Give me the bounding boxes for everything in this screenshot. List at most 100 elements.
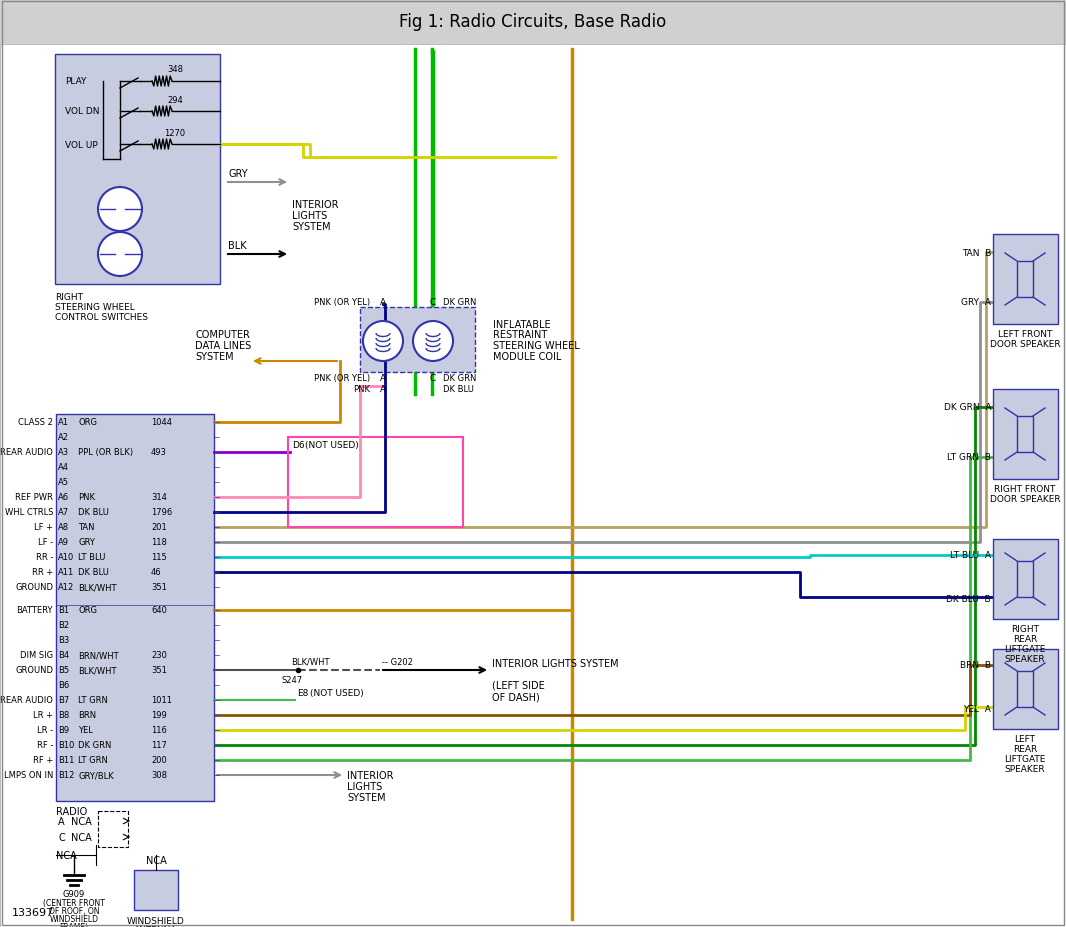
Text: PLAY: PLAY bbox=[65, 78, 86, 86]
Text: INFLATABLE: INFLATABLE bbox=[492, 320, 551, 330]
Bar bbox=[98, 811, 128, 847]
Text: -- G202: -- G202 bbox=[382, 657, 413, 667]
Circle shape bbox=[413, 322, 453, 362]
Text: REF PWR: REF PWR bbox=[15, 493, 53, 502]
Bar bbox=[0, 0, 1066, 44]
Text: RF -: RF - bbox=[36, 741, 53, 750]
Text: DK BLU: DK BLU bbox=[443, 385, 474, 394]
Text: CLASS 2: CLASS 2 bbox=[18, 418, 53, 427]
Text: 493: 493 bbox=[151, 448, 167, 457]
Text: GRY: GRY bbox=[228, 169, 247, 179]
Text: SYSTEM: SYSTEM bbox=[195, 351, 233, 362]
Text: PNK (OR YEL): PNK (OR YEL) bbox=[313, 374, 370, 383]
Text: 640: 640 bbox=[151, 606, 167, 615]
Text: G909: G909 bbox=[63, 889, 85, 898]
Text: DATA LINES: DATA LINES bbox=[195, 340, 252, 350]
Text: 1044: 1044 bbox=[151, 418, 172, 427]
Text: OF ROOF, ON: OF ROOF, ON bbox=[49, 906, 99, 915]
Text: A6: A6 bbox=[58, 493, 69, 502]
Text: B12: B12 bbox=[58, 770, 75, 780]
Text: 230: 230 bbox=[151, 651, 167, 660]
Text: INTERIOR: INTERIOR bbox=[292, 200, 339, 210]
Text: C: C bbox=[430, 298, 436, 307]
Text: DK BLU  B: DK BLU B bbox=[947, 595, 991, 603]
Text: A7: A7 bbox=[58, 508, 69, 517]
Text: A4: A4 bbox=[58, 463, 69, 472]
Bar bbox=[56, 414, 214, 801]
Text: B9: B9 bbox=[58, 726, 69, 735]
Text: WINDSHIELD: WINDSHIELD bbox=[127, 916, 184, 925]
Bar bbox=[55, 55, 220, 285]
Text: B3: B3 bbox=[58, 636, 69, 645]
Text: YEL  A: YEL A bbox=[963, 705, 991, 714]
Text: LIFTGATE: LIFTGATE bbox=[1004, 755, 1046, 763]
Text: 133697: 133697 bbox=[12, 907, 54, 917]
Bar bbox=[994, 649, 1057, 730]
Text: YEL: YEL bbox=[78, 726, 93, 735]
Text: GRY/BLK: GRY/BLK bbox=[78, 770, 114, 780]
Text: LF -: LF - bbox=[38, 538, 53, 547]
Bar bbox=[1017, 562, 1033, 597]
Text: INTERIOR: INTERIOR bbox=[348, 770, 393, 781]
Text: 115: 115 bbox=[151, 552, 166, 562]
Text: MODULE COIL: MODULE COIL bbox=[492, 351, 562, 362]
Text: BLK: BLK bbox=[228, 241, 246, 250]
Text: LIFTGATE: LIFTGATE bbox=[1004, 644, 1046, 654]
Bar bbox=[1017, 261, 1033, 298]
Text: FRAME): FRAME) bbox=[60, 922, 88, 927]
Text: A1: A1 bbox=[58, 418, 69, 427]
Text: NCA: NCA bbox=[146, 855, 166, 865]
Text: PPL (OR BLK): PPL (OR BLK) bbox=[78, 448, 133, 457]
Text: SYSTEM: SYSTEM bbox=[348, 793, 386, 802]
Text: 308: 308 bbox=[151, 770, 167, 780]
Text: A11: A11 bbox=[58, 568, 75, 577]
Text: PNK (OR YEL): PNK (OR YEL) bbox=[313, 298, 370, 307]
Text: (LEFT SIDE: (LEFT SIDE bbox=[492, 680, 545, 691]
Text: LT GRN: LT GRN bbox=[78, 756, 108, 765]
Text: BATTERY: BATTERY bbox=[16, 606, 53, 615]
Bar bbox=[994, 235, 1057, 324]
Text: B7: B7 bbox=[58, 696, 69, 705]
Text: NCA: NCA bbox=[71, 832, 92, 842]
Text: 201: 201 bbox=[151, 523, 166, 532]
Text: BRN  B: BRN B bbox=[960, 661, 991, 670]
Text: A2: A2 bbox=[58, 433, 69, 442]
Text: BRN: BRN bbox=[78, 711, 96, 719]
Text: OF DASH): OF DASH) bbox=[492, 692, 539, 703]
Bar bbox=[360, 308, 475, 373]
Text: A10: A10 bbox=[58, 552, 75, 562]
Text: CONTROL SWITCHES: CONTROL SWITCHES bbox=[55, 312, 148, 322]
Text: E8: E8 bbox=[297, 688, 308, 697]
Text: GROUND: GROUND bbox=[15, 583, 53, 591]
Text: ORG: ORG bbox=[78, 418, 97, 427]
Text: 314: 314 bbox=[151, 493, 167, 502]
Text: LT GRN: LT GRN bbox=[78, 696, 108, 705]
Text: LF +: LF + bbox=[34, 523, 53, 532]
Text: RESTRAINT: RESTRAINT bbox=[492, 330, 547, 339]
Text: BLK/WHT: BLK/WHT bbox=[78, 666, 116, 675]
Text: 1796: 1796 bbox=[151, 508, 173, 517]
Text: SYSTEM: SYSTEM bbox=[292, 222, 330, 232]
Text: REAR: REAR bbox=[1013, 744, 1037, 753]
Text: A5: A5 bbox=[58, 478, 69, 487]
Circle shape bbox=[98, 188, 142, 232]
Text: RR -: RR - bbox=[35, 552, 53, 562]
Text: NCA: NCA bbox=[71, 816, 92, 826]
Text: LR -: LR - bbox=[37, 726, 53, 735]
Text: LMPS ON IN: LMPS ON IN bbox=[3, 770, 53, 780]
Text: STEERING WHEEL: STEERING WHEEL bbox=[492, 340, 580, 350]
Text: 116: 116 bbox=[151, 726, 167, 735]
Text: DK GRN: DK GRN bbox=[443, 374, 477, 383]
Text: RF +: RF + bbox=[33, 756, 53, 765]
Text: 118: 118 bbox=[151, 538, 167, 547]
Bar bbox=[994, 540, 1057, 619]
Text: 348: 348 bbox=[167, 65, 183, 74]
Text: RR +: RR + bbox=[32, 568, 53, 577]
Text: RIGHT: RIGHT bbox=[55, 293, 83, 301]
Text: SPEAKER: SPEAKER bbox=[1004, 764, 1046, 773]
Text: C: C bbox=[430, 374, 436, 383]
Text: LIGHTS: LIGHTS bbox=[348, 781, 383, 791]
Text: GRY  A: GRY A bbox=[962, 298, 991, 307]
Text: DK GRN: DK GRN bbox=[78, 741, 111, 750]
Text: B11: B11 bbox=[58, 756, 75, 765]
